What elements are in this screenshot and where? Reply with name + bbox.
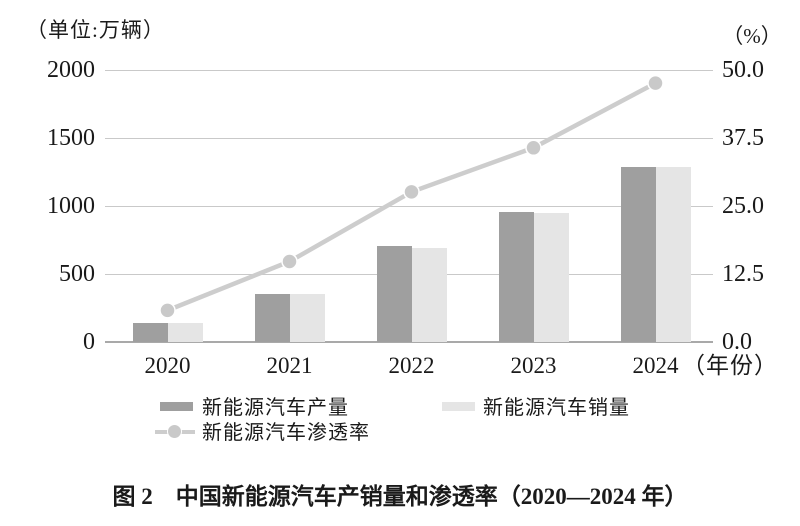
bar-production-2024	[620, 167, 656, 342]
x-axis-tick-label: 2021	[266, 353, 313, 378]
x-axis-tick-label: 2023	[510, 353, 557, 378]
x-axis-tick-label: 2024	[632, 353, 679, 378]
bar-sales-2021	[289, 294, 325, 342]
bar-production-2020	[132, 323, 168, 342]
right-axis-tick-label: 25.0	[722, 193, 764, 219]
right-axis-unit-label: （%）	[722, 24, 782, 48]
penetration-marker-2021	[281, 253, 298, 270]
bar-sales-2024	[655, 167, 691, 342]
legend-line-marker-icon	[167, 424, 182, 439]
x-axis-tick-label: 2020	[144, 353, 191, 378]
legend-swatch-sales	[442, 402, 475, 411]
legend-label-production: 新能源汽车产量	[202, 397, 349, 419]
penetration-marker-2024	[647, 74, 664, 92]
figure-caption: 图 2 中国新能源汽车产销量和渗透率（2020—2024 年）	[112, 484, 688, 509]
right-axis-tick-label: 37.5	[722, 125, 764, 151]
legend-swatch-penetration	[155, 424, 195, 439]
gridline	[105, 138, 713, 139]
left-axis-tick-label: 500	[59, 261, 95, 287]
bar-production-2023	[498, 212, 534, 342]
plot-area	[105, 70, 713, 343]
left-axis-tick-label: 2000	[47, 57, 95, 83]
legend-swatch-production	[160, 402, 193, 411]
penetration-marker-2020	[159, 302, 176, 319]
x-axis-tick-label: 2022	[388, 353, 435, 378]
gridline	[105, 206, 713, 207]
left-axis-tick-label: 0	[83, 329, 95, 355]
legend-label-sales: 新能源汽车销量	[483, 397, 630, 419]
right-axis-tick-label: 50.0	[722, 57, 764, 83]
penetration-marker-2023	[525, 139, 542, 157]
x-axis-label: （年份）	[682, 353, 778, 378]
penetration-marker-2022	[403, 183, 420, 201]
gridline	[105, 70, 713, 71]
bar-sales-2023	[533, 213, 569, 342]
penetration-line-chart	[159, 74, 664, 319]
bar-production-2022	[376, 246, 412, 342]
left-axis-unit-label: （单位:万辆）	[26, 18, 165, 42]
left-axis-tick-label: 1000	[47, 193, 95, 219]
bar-production-2021	[254, 294, 290, 342]
left-axis-tick-label: 1500	[47, 125, 95, 151]
right-axis-tick-label: 12.5	[722, 261, 764, 287]
right-axis-tick-label: 0.0	[722, 329, 752, 355]
x-axis-baseline	[105, 341, 713, 343]
legend-label-penetration: 新能源汽车渗透率	[202, 422, 370, 444]
bar-sales-2020	[167, 323, 203, 342]
bar-sales-2022	[411, 248, 447, 342]
